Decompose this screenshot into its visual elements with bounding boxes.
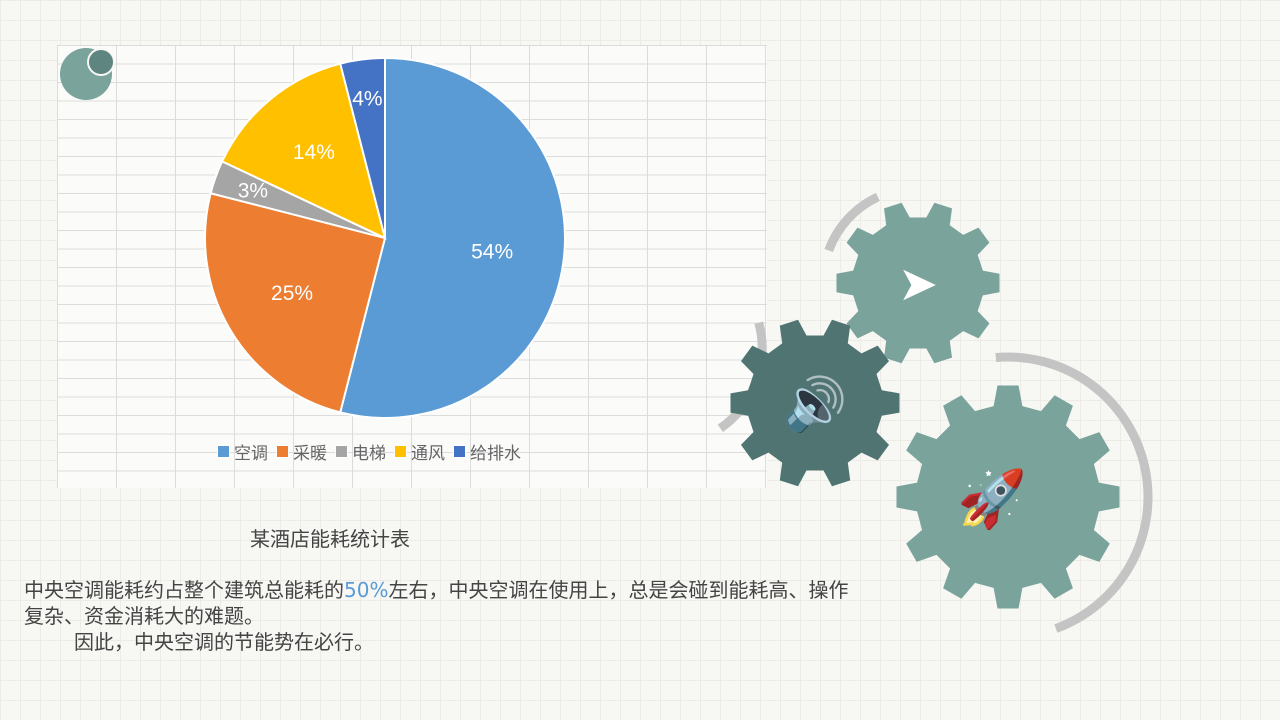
- legend-item: 采暖: [276, 439, 327, 464]
- gear-dark: [730, 319, 900, 487]
- data-label: 3%: [238, 179, 268, 202]
- legend-item: 给排水: [453, 439, 521, 464]
- chart-title: 某酒店能耗统计表: [250, 527, 410, 551]
- chart-legend: 空调 采暖 电梯 通风 给排水: [217, 439, 521, 464]
- data-label: 25%: [271, 282, 313, 305]
- legend-label: 通风: [411, 444, 445, 464]
- rotation-arrow: [824, 192, 880, 253]
- gear-top: [836, 202, 1000, 364]
- legend-item: 电梯: [335, 439, 386, 464]
- legend-swatch: [217, 445, 230, 458]
- gears-illustration: ➤ 🔊 🚀: [717, 192, 1153, 633]
- legend-swatch: [394, 445, 407, 458]
- logo-circle-small: [87, 48, 115, 76]
- description-paragraph: 中央空调能耗约占整个建筑总能耗的50%左右，中央空调在使用上，总是会碰到能耗高、…: [24, 577, 864, 655]
- gear-large: [896, 385, 1120, 609]
- pie-slice-3: [220, 62, 387, 240]
- legend-label: 空调: [234, 444, 268, 464]
- speaker-icon: 🔊: [783, 373, 848, 435]
- legend-swatch: [276, 445, 289, 458]
- data-label: 4%: [352, 88, 382, 111]
- paper-plane-icon: ➤: [898, 256, 938, 312]
- pie-slice-1: [204, 192, 387, 414]
- legend-swatch: [453, 445, 466, 458]
- data-label: 14%: [293, 141, 335, 164]
- legend-label: 采暖: [293, 444, 327, 464]
- data-label: 54%: [471, 241, 513, 264]
- legend-item: 通风: [394, 439, 445, 464]
- legend-label: 电梯: [352, 444, 386, 464]
- legend-label: 给排水: [470, 444, 521, 464]
- rocket-icon: 🚀: [957, 467, 1027, 532]
- highlight-percentage: 50%: [344, 578, 389, 602]
- text-segment: 左右，中央空调在使用上，总是会碰到能耗高、操作复杂、资金消耗大的难题。: [24, 578, 849, 628]
- pie-slice-4: [339, 56, 386, 239]
- description-line-1: 中央空调能耗约占整个建筑总能耗的50%左右，中央空调在使用上，总是会碰到能耗高、…: [24, 577, 864, 629]
- text-segment: 中央空调能耗约占整个建筑总能耗的: [24, 578, 344, 602]
- description-line-2: 因此，中央空调的节能势在必行。: [74, 630, 374, 654]
- legend-item: 空调: [217, 439, 268, 464]
- rotation-arrow: [995, 352, 1153, 633]
- legend-swatch: [335, 445, 348, 458]
- pie-slice-0: [339, 56, 566, 419]
